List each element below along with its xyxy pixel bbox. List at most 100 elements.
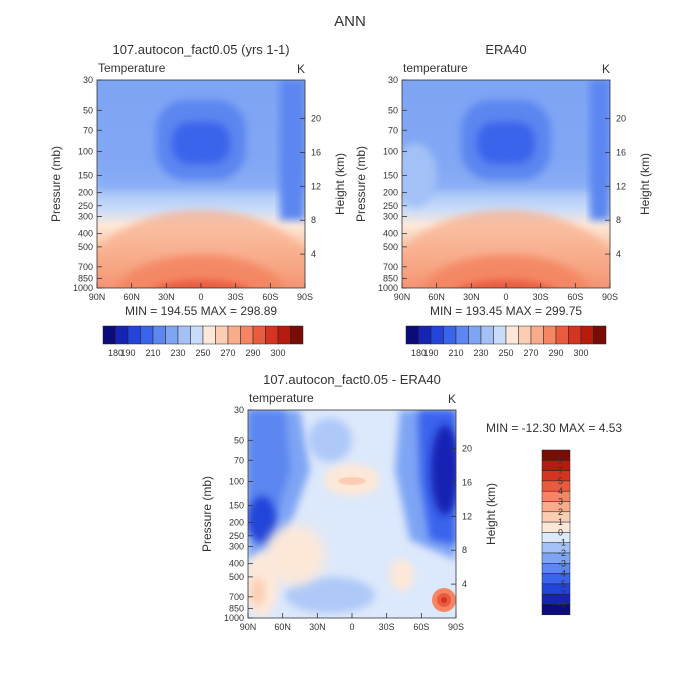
height-tick-label: 4	[616, 249, 621, 259]
x-tick-label: 0	[349, 622, 354, 632]
colorbar-swatch	[530, 325, 544, 345]
colorbar-swatch	[115, 325, 129, 345]
height-tick-label: 16	[462, 477, 472, 487]
x-tick-label: 90N	[89, 292, 106, 302]
height-tick-label: 12	[616, 181, 626, 191]
colorbar-label: 7	[558, 466, 563, 476]
colorbar-swatch	[555, 325, 569, 345]
height-tick-label: 16	[616, 147, 626, 157]
colorbar-label: 180	[411, 348, 426, 358]
y-axis-label: Pressure (mb)	[200, 476, 214, 552]
colorbar-swatch	[455, 325, 469, 345]
pressure-tick-label: 70	[234, 455, 244, 465]
y2-axis-label: Height (km)	[333, 153, 347, 215]
colorbar-swatch	[290, 325, 304, 345]
colorbar-label: -5	[558, 579, 566, 589]
colorbar-swatch	[593, 325, 607, 345]
y-axis-label: Pressure (mb)	[354, 146, 368, 222]
pressure-tick-label: 100	[229, 476, 244, 486]
x-tick-label: 30N	[158, 292, 175, 302]
pressure-tick-label: 850	[229, 603, 244, 613]
stats-text: MIN = -12.30 MAX = 4.53	[486, 421, 622, 435]
colorbar-swatch	[127, 325, 141, 345]
pressure-tick-label: 200	[229, 518, 244, 528]
pressure-tick-label: 30	[83, 75, 93, 85]
x-tick-label: 60S	[567, 292, 583, 302]
height-ticks: 20 16 12 8 4	[605, 114, 626, 259]
height-tick-label: 20	[616, 114, 626, 124]
panel-model: 107.autocon_fact0.05 (yrs 1-1) Temperatu…	[49, 42, 347, 358]
colorbar-swatch	[227, 325, 241, 345]
colorbar-label: 9	[558, 455, 563, 465]
height-tick-label: 20	[311, 114, 321, 124]
x-tick-label: 30S	[533, 292, 549, 302]
pressure-tick-label: 250	[78, 201, 93, 211]
height-tick-label: 4	[311, 249, 316, 259]
pressure-tick-label: 150	[78, 170, 93, 180]
x-tick-label: 60N	[428, 292, 445, 302]
colorbar-swatch	[541, 511, 571, 523]
colorbar-swatch	[240, 325, 254, 345]
colorbar-label: 300	[573, 348, 588, 358]
pressure-tick-label: 150	[229, 500, 244, 510]
pressure-tick-label: 400	[229, 559, 244, 569]
colorbar-label: -7	[558, 589, 566, 599]
pressure-tick-label: 700	[383, 262, 398, 272]
height-tick-label: 4	[462, 579, 467, 589]
pressure-tick-label: 850	[383, 273, 398, 283]
pressure-tick-label: 200	[78, 188, 93, 198]
x-tick-label: 30N	[309, 622, 326, 632]
pressure-tick-label: 50	[388, 105, 398, 115]
pressure-tick-label: 1000	[378, 283, 398, 293]
x-tick-label: 0	[503, 292, 508, 302]
colorbar-swatch	[541, 490, 571, 502]
pressure-tick-label: 700	[78, 262, 93, 272]
colorbar-label: -1	[558, 538, 566, 548]
colorbar-label: 4	[558, 486, 563, 496]
colorbar-swatch	[541, 501, 571, 513]
colorbar-label: 0	[558, 527, 563, 537]
colorbar-label: 250	[498, 348, 513, 358]
colorbar-swatch	[541, 470, 571, 482]
colorbar-swatch	[177, 325, 191, 345]
pressure-tick-label: 70	[83, 125, 93, 135]
colorbar-label: 270	[220, 348, 235, 358]
panel-title: ERA40	[485, 42, 526, 57]
colorbar-label: -9	[558, 600, 566, 610]
x-tick-label: 90S	[297, 292, 313, 302]
panel-era40: ERA40 temperature K 30507010015020025030…	[354, 42, 652, 358]
colorbar-label: -2	[558, 548, 566, 558]
x-ticks: 90N 60N 30N 0 30S 60S 90S	[394, 283, 618, 302]
colorbar-label: 270	[523, 348, 538, 358]
pressure-tick-label: 250	[383, 201, 398, 211]
colorbar-swatch	[541, 449, 571, 461]
pressure-tick-label: 1000	[224, 613, 244, 623]
colorbar-swatch	[468, 325, 482, 345]
colorbar-label: 190	[120, 348, 135, 358]
colorbar-label: 230	[170, 348, 185, 358]
colorbar-label: 300	[270, 348, 285, 358]
colorbar-label: 250	[195, 348, 210, 358]
pressure-tick-label: 850	[78, 273, 93, 283]
colorbar-swatch	[541, 460, 571, 471]
colorbar-label: 3	[558, 497, 563, 507]
x-tick-label: 30N	[463, 292, 480, 302]
height-ticks: 20 16 12 8 4	[451, 444, 472, 589]
pressure-tick-label: 250	[229, 531, 244, 541]
y-axis-label: Pressure (mb)	[49, 146, 63, 222]
x-ticks: 90N 60N 30N 0 30S 60S 90S	[89, 283, 313, 302]
height-tick-label: 12	[311, 181, 321, 191]
height-tick-label: 8	[311, 215, 316, 225]
plot-area	[97, 80, 305, 288]
colorbar-swatch	[277, 325, 291, 345]
y2-axis-label: Height (km)	[484, 483, 498, 545]
panel-title: 107.autocon_fact0.05 - ERA40	[263, 372, 441, 387]
colorbar-swatch	[190, 325, 204, 345]
colorbar-label: 180	[108, 348, 123, 358]
